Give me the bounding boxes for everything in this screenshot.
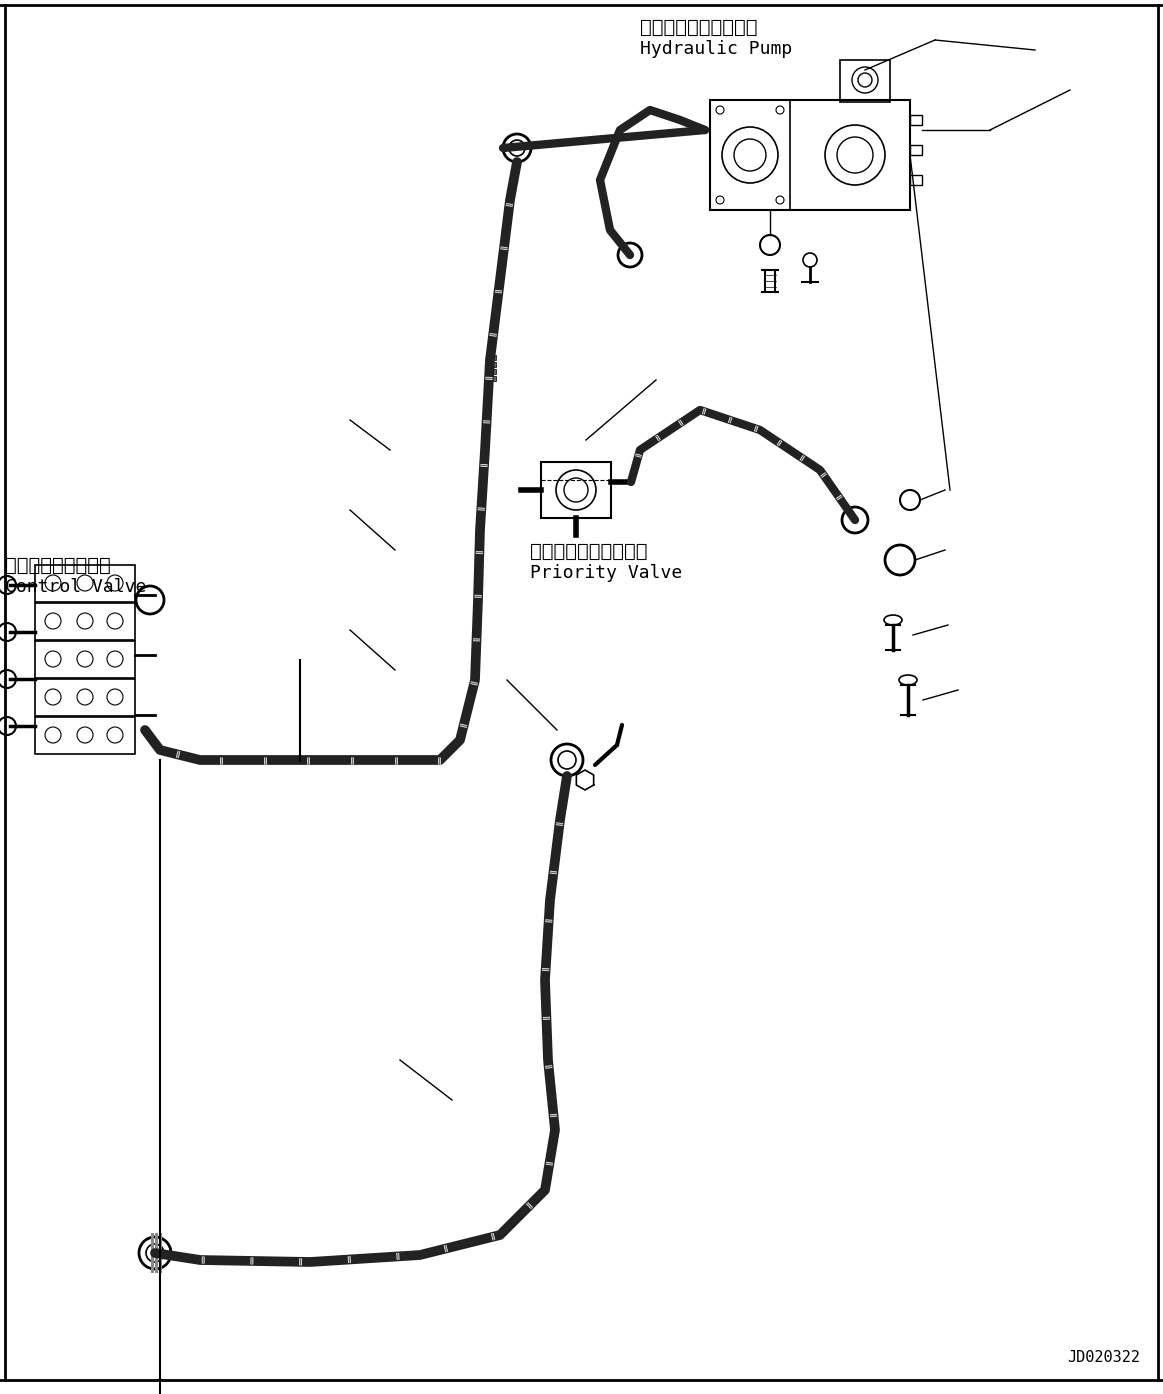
Bar (35, 641, 135, 677)
Bar (490, 362, 495, 367)
Bar (151, 1234, 154, 1273)
Bar (490, 355, 495, 360)
Text: Priority Valve: Priority Valve (530, 565, 683, 583)
Bar (35, 604, 135, 640)
Bar (840, 60, 890, 102)
Circle shape (0, 717, 16, 735)
Bar (909, 176, 922, 185)
Circle shape (0, 576, 16, 594)
Bar (35, 679, 135, 717)
Text: Hydraulic Pump: Hydraulic Pump (640, 40, 792, 59)
Circle shape (618, 243, 642, 268)
Bar (490, 369, 495, 374)
Text: ハイドロリックポンプ: ハイドロリックポンプ (640, 18, 757, 38)
Circle shape (136, 585, 164, 613)
Bar (909, 114, 922, 125)
Circle shape (140, 1236, 171, 1269)
Bar (159, 1234, 162, 1273)
Bar (155, 1234, 158, 1273)
Text: コントロールバルブ: コントロールバルブ (5, 556, 110, 574)
Circle shape (551, 744, 583, 776)
Text: プライオリティバルブ: プライオリティバルブ (530, 542, 648, 560)
Circle shape (885, 545, 915, 574)
Text: JD020322: JD020322 (1066, 1349, 1140, 1365)
Bar (35, 565, 135, 602)
Circle shape (504, 134, 531, 162)
Bar (909, 145, 922, 155)
Bar (490, 376, 495, 381)
Circle shape (0, 671, 16, 689)
Circle shape (0, 623, 16, 641)
Circle shape (842, 507, 868, 533)
Bar (35, 717, 135, 754)
Bar (709, 100, 909, 210)
Text: Control Valve: Control Valve (5, 579, 147, 597)
Bar (541, 461, 611, 519)
